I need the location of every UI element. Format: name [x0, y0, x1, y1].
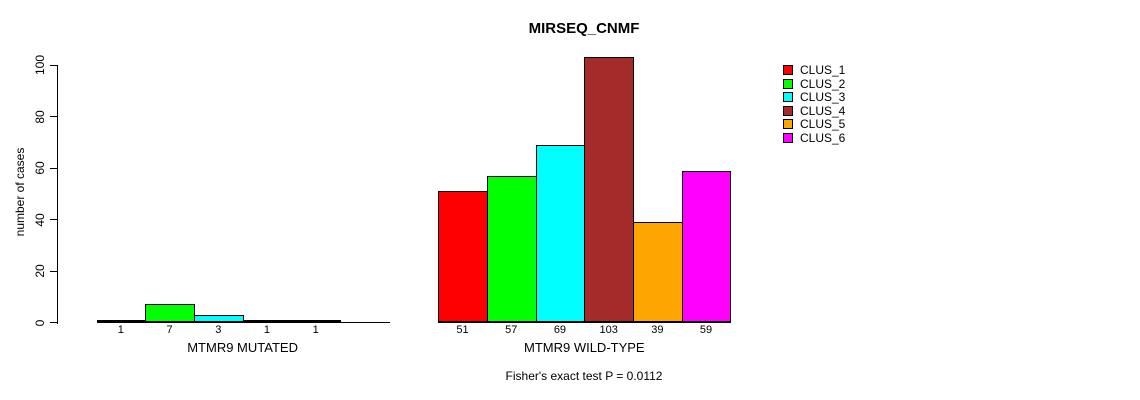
- bar-value-label-clus-2-mtmr9-mutated: 7: [166, 324, 173, 336]
- y-axis-line: [57, 65, 58, 324]
- bar-value-label-clus-3-mtmr9-mutated: 3: [215, 324, 222, 336]
- y-axis-tick: [50, 270, 57, 272]
- bar-clus-5-mtmr9-wild-type: [633, 222, 683, 323]
- y-tick-label: 60: [33, 161, 47, 175]
- bar-clus-1-mtmr9-wild-type: [438, 191, 488, 323]
- y-tick-label: 80: [33, 109, 47, 124]
- bar-value-label-clus-1-mtmr9-mutated: 1: [117, 324, 124, 336]
- bar-clus-2-mtmr9-wild-type: [486, 175, 537, 323]
- y-axis-tick: [50, 167, 57, 169]
- bar-value-label-clus-2-mtmr9-wild-type: 57: [505, 324, 518, 336]
- bar-clus-1-mtmr9-mutated: [96, 319, 147, 323]
- bar-value-label-clus-4-mtmr9-wild-type: 103: [599, 324, 618, 336]
- bar-value-label-clus-5-mtmr9-wild-type: 39: [651, 324, 664, 336]
- bar-clus-2-mtmr9-mutated: [145, 304, 195, 323]
- bar-value-label-clus-1-mtmr9-wild-type: 51: [456, 324, 469, 336]
- bar-clus-4-mtmr9-wild-type: [584, 57, 634, 323]
- bar-clus-3-mtmr9-mutated: [193, 314, 244, 323]
- bar-clus-3-mtmr9-wild-type: [535, 144, 586, 323]
- bar-clus-4-mtmr9-mutated: [242, 319, 293, 323]
- y-axis-tick: [50, 219, 57, 220]
- y-tick-label: 0: [33, 319, 47, 326]
- y-axis-tick: [50, 64, 57, 66]
- bar-value-label-clus-3-mtmr9-wild-type: 69: [553, 324, 567, 336]
- bar-value-label-clus-6-mtmr9-wild-type: 59: [699, 324, 713, 336]
- y-axis-tick: [50, 116, 57, 117]
- y-tick-label: 100: [33, 54, 47, 76]
- group-label-mtmr9-wild-type: MTMR9 WILD-TYPE: [523, 340, 645, 355]
- y-tick-label: 40: [33, 212, 47, 227]
- y-axis-tick: [50, 322, 57, 323]
- y-tick-label: 20: [33, 264, 47, 278]
- chart-title: MIRSEQ_CNMF: [528, 20, 640, 37]
- bar-value-label-clus-4-mtmr9-mutated: 1: [263, 324, 270, 336]
- group-label-mtmr9-mutated: MTMR9 MUTATED: [187, 340, 298, 355]
- bar-clus-5-mtmr9-mutated: [291, 319, 341, 323]
- bar-clus-6-mtmr9-wild-type: [681, 170, 732, 323]
- bar-value-label-clus-5-mtmr9-mutated: 1: [312, 324, 319, 336]
- fisher-test-annotation: Fisher's exact test P = 0.0112: [505, 369, 663, 383]
